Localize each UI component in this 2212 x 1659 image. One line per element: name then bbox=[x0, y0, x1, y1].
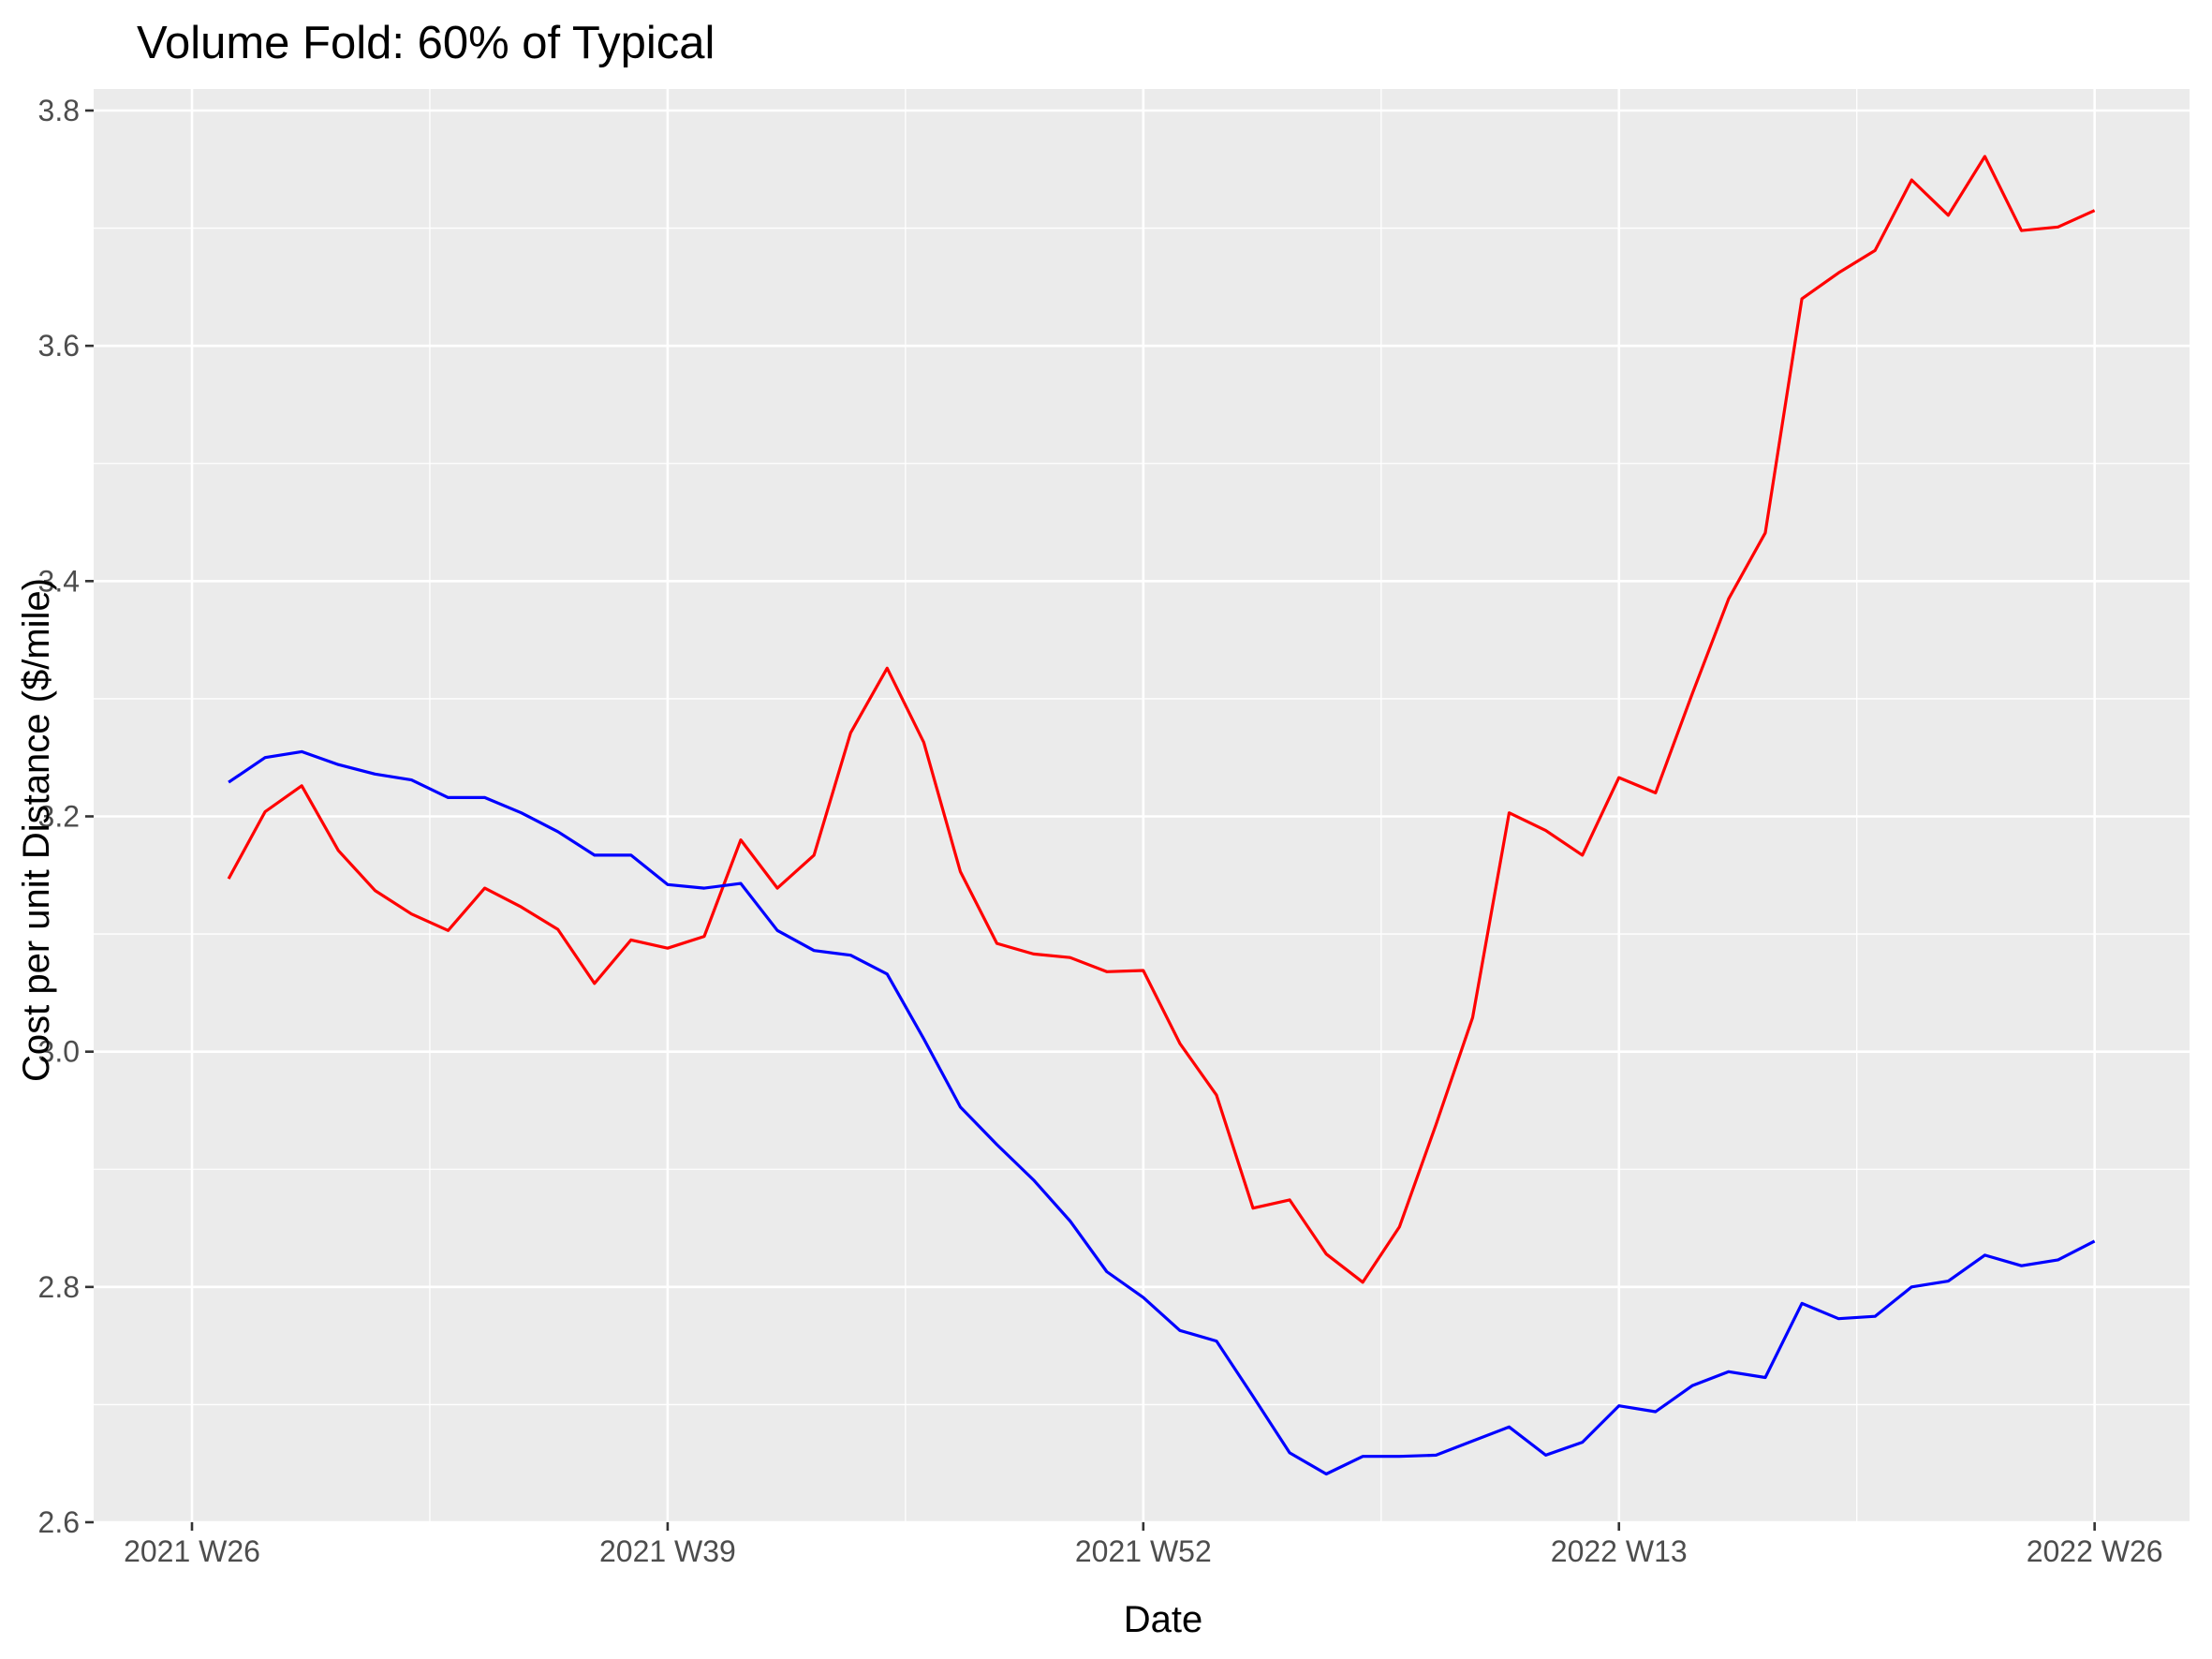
y-tick-label: 3.6 bbox=[38, 329, 80, 363]
plot-panel bbox=[94, 89, 2190, 1522]
x-tick-label: 2022 W13 bbox=[1551, 1534, 1688, 1568]
y-tick-label: 3.0 bbox=[38, 1035, 80, 1069]
x-tick-label: 2022 W26 bbox=[2027, 1534, 2163, 1568]
y-tick-label: 3.2 bbox=[38, 800, 80, 834]
x-tick-label: 2021 W39 bbox=[599, 1534, 736, 1568]
y-axis-title: Cost per unit Distance ($/mile) bbox=[16, 578, 57, 1082]
y-tick-label: 3.4 bbox=[38, 564, 80, 598]
x-tick-label: 2021 W52 bbox=[1075, 1534, 1212, 1568]
minor-gridlines-y bbox=[94, 227, 2190, 1406]
x-tick-label: 2021 W26 bbox=[124, 1534, 260, 1568]
series-line-red bbox=[227, 155, 2096, 1284]
series-line-blue bbox=[228, 749, 2096, 1476]
y-tick-label: 2.8 bbox=[38, 1270, 80, 1304]
y-tick-label: 3.8 bbox=[38, 94, 80, 127]
y-tick-label: 2.6 bbox=[38, 1505, 80, 1539]
series-layer bbox=[227, 155, 2096, 1476]
x-axis: 2021 W26 2021 W39 2021 W52 2022 W13 2022 W26 bbox=[124, 1522, 2163, 1568]
chart-title: Volume Fold: 60% of Typical bbox=[137, 18, 715, 68]
minor-gridlines-x bbox=[429, 89, 1858, 1522]
major-gridlines-y bbox=[94, 109, 2190, 1524]
major-gridlines-x bbox=[190, 89, 2096, 1522]
y-axis: 2.6 2.8 3.0 3.2 3.4 3.6 3.8 bbox=[38, 94, 94, 1539]
x-axis-title: Date bbox=[1124, 1599, 1203, 1640]
